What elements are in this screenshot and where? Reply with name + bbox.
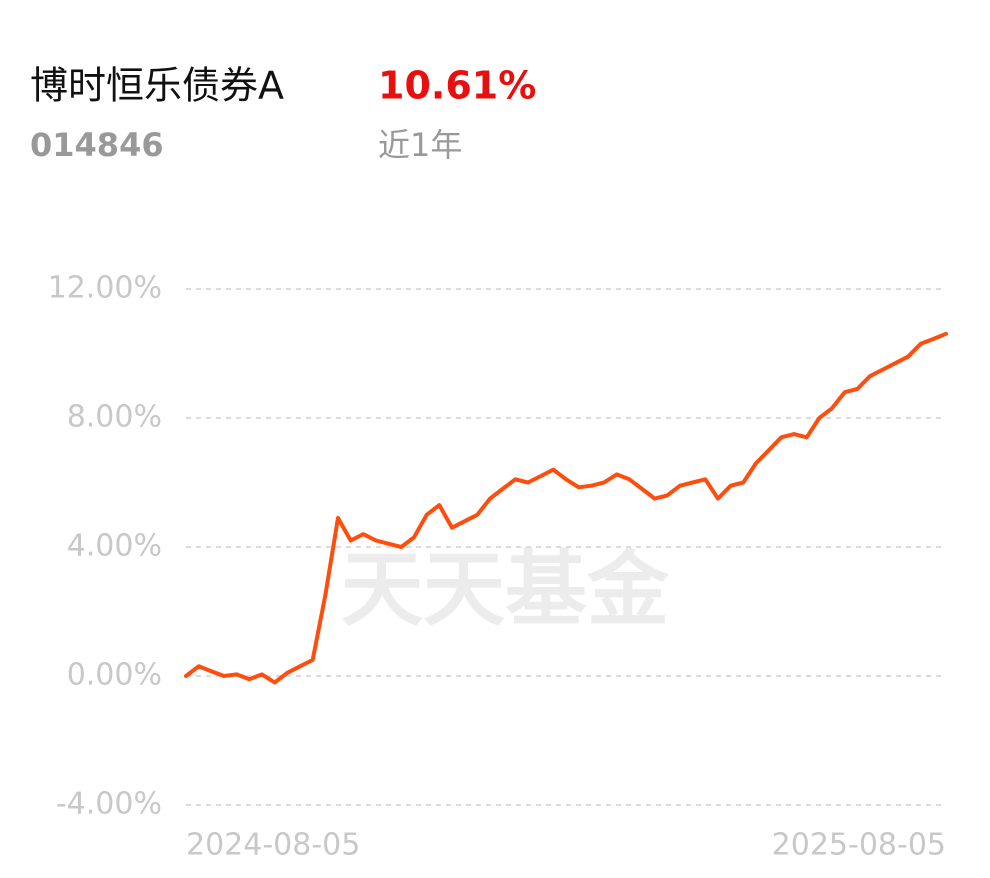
y-tick-label: 4.00% (67, 529, 162, 564)
y-tick-label: 8.00% (67, 400, 162, 435)
y-tick-label: 0.00% (67, 658, 162, 693)
fund-code: 014846 (30, 126, 164, 164)
x-tick-label: 2024-08-05 (186, 828, 360, 863)
fund-return: 10.61% (378, 64, 536, 108)
line (184, 331, 948, 685)
y-tick-label: -4.00% (56, 787, 162, 822)
y-tick-label: 12.00% (48, 271, 162, 306)
fund-name: 博时恒乐债券A (30, 64, 284, 108)
watermark: 天天基金 (341, 542, 670, 637)
period-label: 近1年 (378, 126, 462, 164)
x-tick-label: 2025-08-05 (772, 828, 946, 863)
